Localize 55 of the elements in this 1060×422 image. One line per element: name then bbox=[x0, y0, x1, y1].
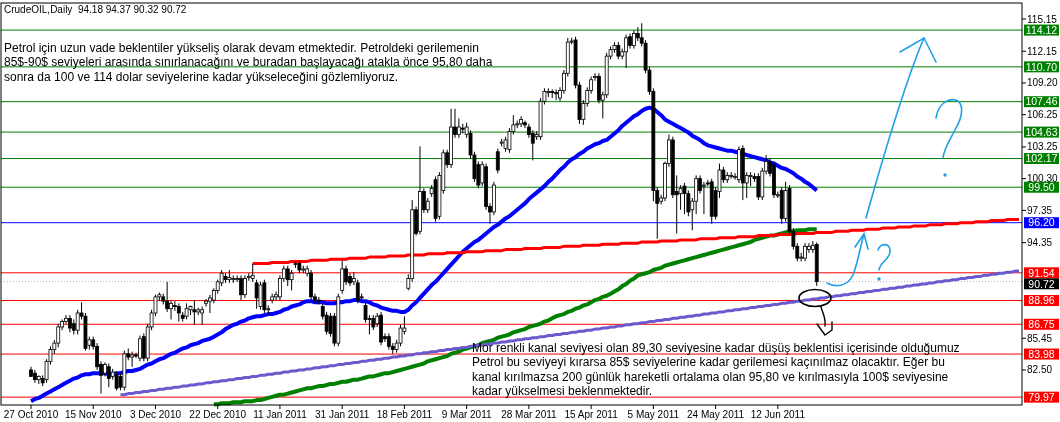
x-tick-label: 27 Oct 2010 bbox=[3, 409, 59, 420]
candlestick bbox=[254, 279, 259, 310]
y-tick-label: 115.15 bbox=[1027, 13, 1058, 25]
candlestick bbox=[456, 117, 461, 139]
x-tick-label: 12 Jun 2011 bbox=[750, 409, 806, 420]
ref-line-label: 102.17 bbox=[1025, 152, 1058, 165]
candlestick bbox=[309, 269, 313, 301]
ref-line-label: 90.72 bbox=[1028, 277, 1055, 290]
y-tick-label: 85.45 bbox=[1027, 332, 1053, 344]
x-tick-label: 11 Jan 2011 bbox=[253, 409, 308, 420]
x-tick-label: 28 Mar 2011 bbox=[501, 409, 558, 420]
ref-line-label: 104.63 bbox=[1025, 125, 1058, 138]
y-tick-label: 82.50 bbox=[1027, 364, 1053, 376]
y-tick-label: 112.15 bbox=[1027, 45, 1058, 57]
y-tick-label: 97.35 bbox=[1027, 204, 1053, 216]
x-tick-label: 31 Jan 2011 bbox=[315, 409, 370, 420]
ref-line-label: 83.98 bbox=[1028, 347, 1055, 360]
candlestick bbox=[632, 29, 636, 50]
line-series bbox=[118, 269, 1021, 397]
candlestick bbox=[495, 148, 500, 174]
x-tick-label: 3 Dec 2010 bbox=[129, 409, 182, 420]
candlestick bbox=[258, 281, 263, 311]
ref-line-label: 107.46 bbox=[1025, 95, 1058, 108]
candlestick bbox=[340, 259, 345, 295]
ref-line-label: 96.20 bbox=[1028, 216, 1055, 229]
candlestick bbox=[176, 302, 181, 323]
x-tick-label: 15 Apr 2011 bbox=[564, 409, 619, 420]
y-tick-label: 109.20 bbox=[1027, 77, 1059, 89]
ref-line-label: 114.12 bbox=[1025, 23, 1058, 36]
ref-line-label: 86.75 bbox=[1028, 318, 1055, 331]
y-tick-label: 103.25 bbox=[1027, 141, 1059, 153]
x-tick-label: 5 May 2011 bbox=[627, 409, 680, 420]
ref-line-label: 79.97 bbox=[1028, 390, 1055, 403]
candlestick bbox=[243, 274, 247, 299]
ref-line-label: 88.96 bbox=[1028, 294, 1055, 307]
candlestick bbox=[32, 369, 37, 384]
candlestick bbox=[289, 269, 294, 291]
candlestick bbox=[702, 181, 706, 215]
candlestick bbox=[200, 306, 205, 326]
candlestick bbox=[239, 274, 243, 301]
x-tick-label: 24 May 2011 bbox=[687, 409, 745, 420]
chart-title: CrudeOIL,Daily 94.18 94.37 90.32 90.72 bbox=[4, 4, 187, 15]
x-tick-label: 18 Feb 2011 bbox=[376, 409, 433, 420]
x-tick-label: 15 Nov 2010 bbox=[64, 409, 123, 420]
annotation: Petrol için uzun vade beklentiler yükseliş olarak devam etmektedir. Petroldeki gerilemenin 85$-90$ seviyeleri arasında sınırlanacağını ve buradan başlayacağı atakla önce 95,80 daha sonra da 100 ve 114 dolar seviyelerine kadar yükseleceğini gözlemliyoruz. bbox=[4, 41, 493, 84]
candlestick bbox=[803, 242, 807, 262]
ref-line-label: 91.54 bbox=[1028, 266, 1055, 279]
y-tick-label: 94.35 bbox=[1027, 237, 1053, 249]
candlestick bbox=[138, 335, 142, 362]
x-tick-label: 22 Dec 2010 bbox=[189, 409, 247, 420]
y-tick-label: 106.25 bbox=[1027, 109, 1059, 121]
candlestick bbox=[682, 182, 687, 215]
ref-line-label: 110.70 bbox=[1025, 60, 1058, 73]
candlestick bbox=[169, 300, 173, 320]
x-tick-label: 9 Mar 2011 bbox=[441, 409, 493, 420]
